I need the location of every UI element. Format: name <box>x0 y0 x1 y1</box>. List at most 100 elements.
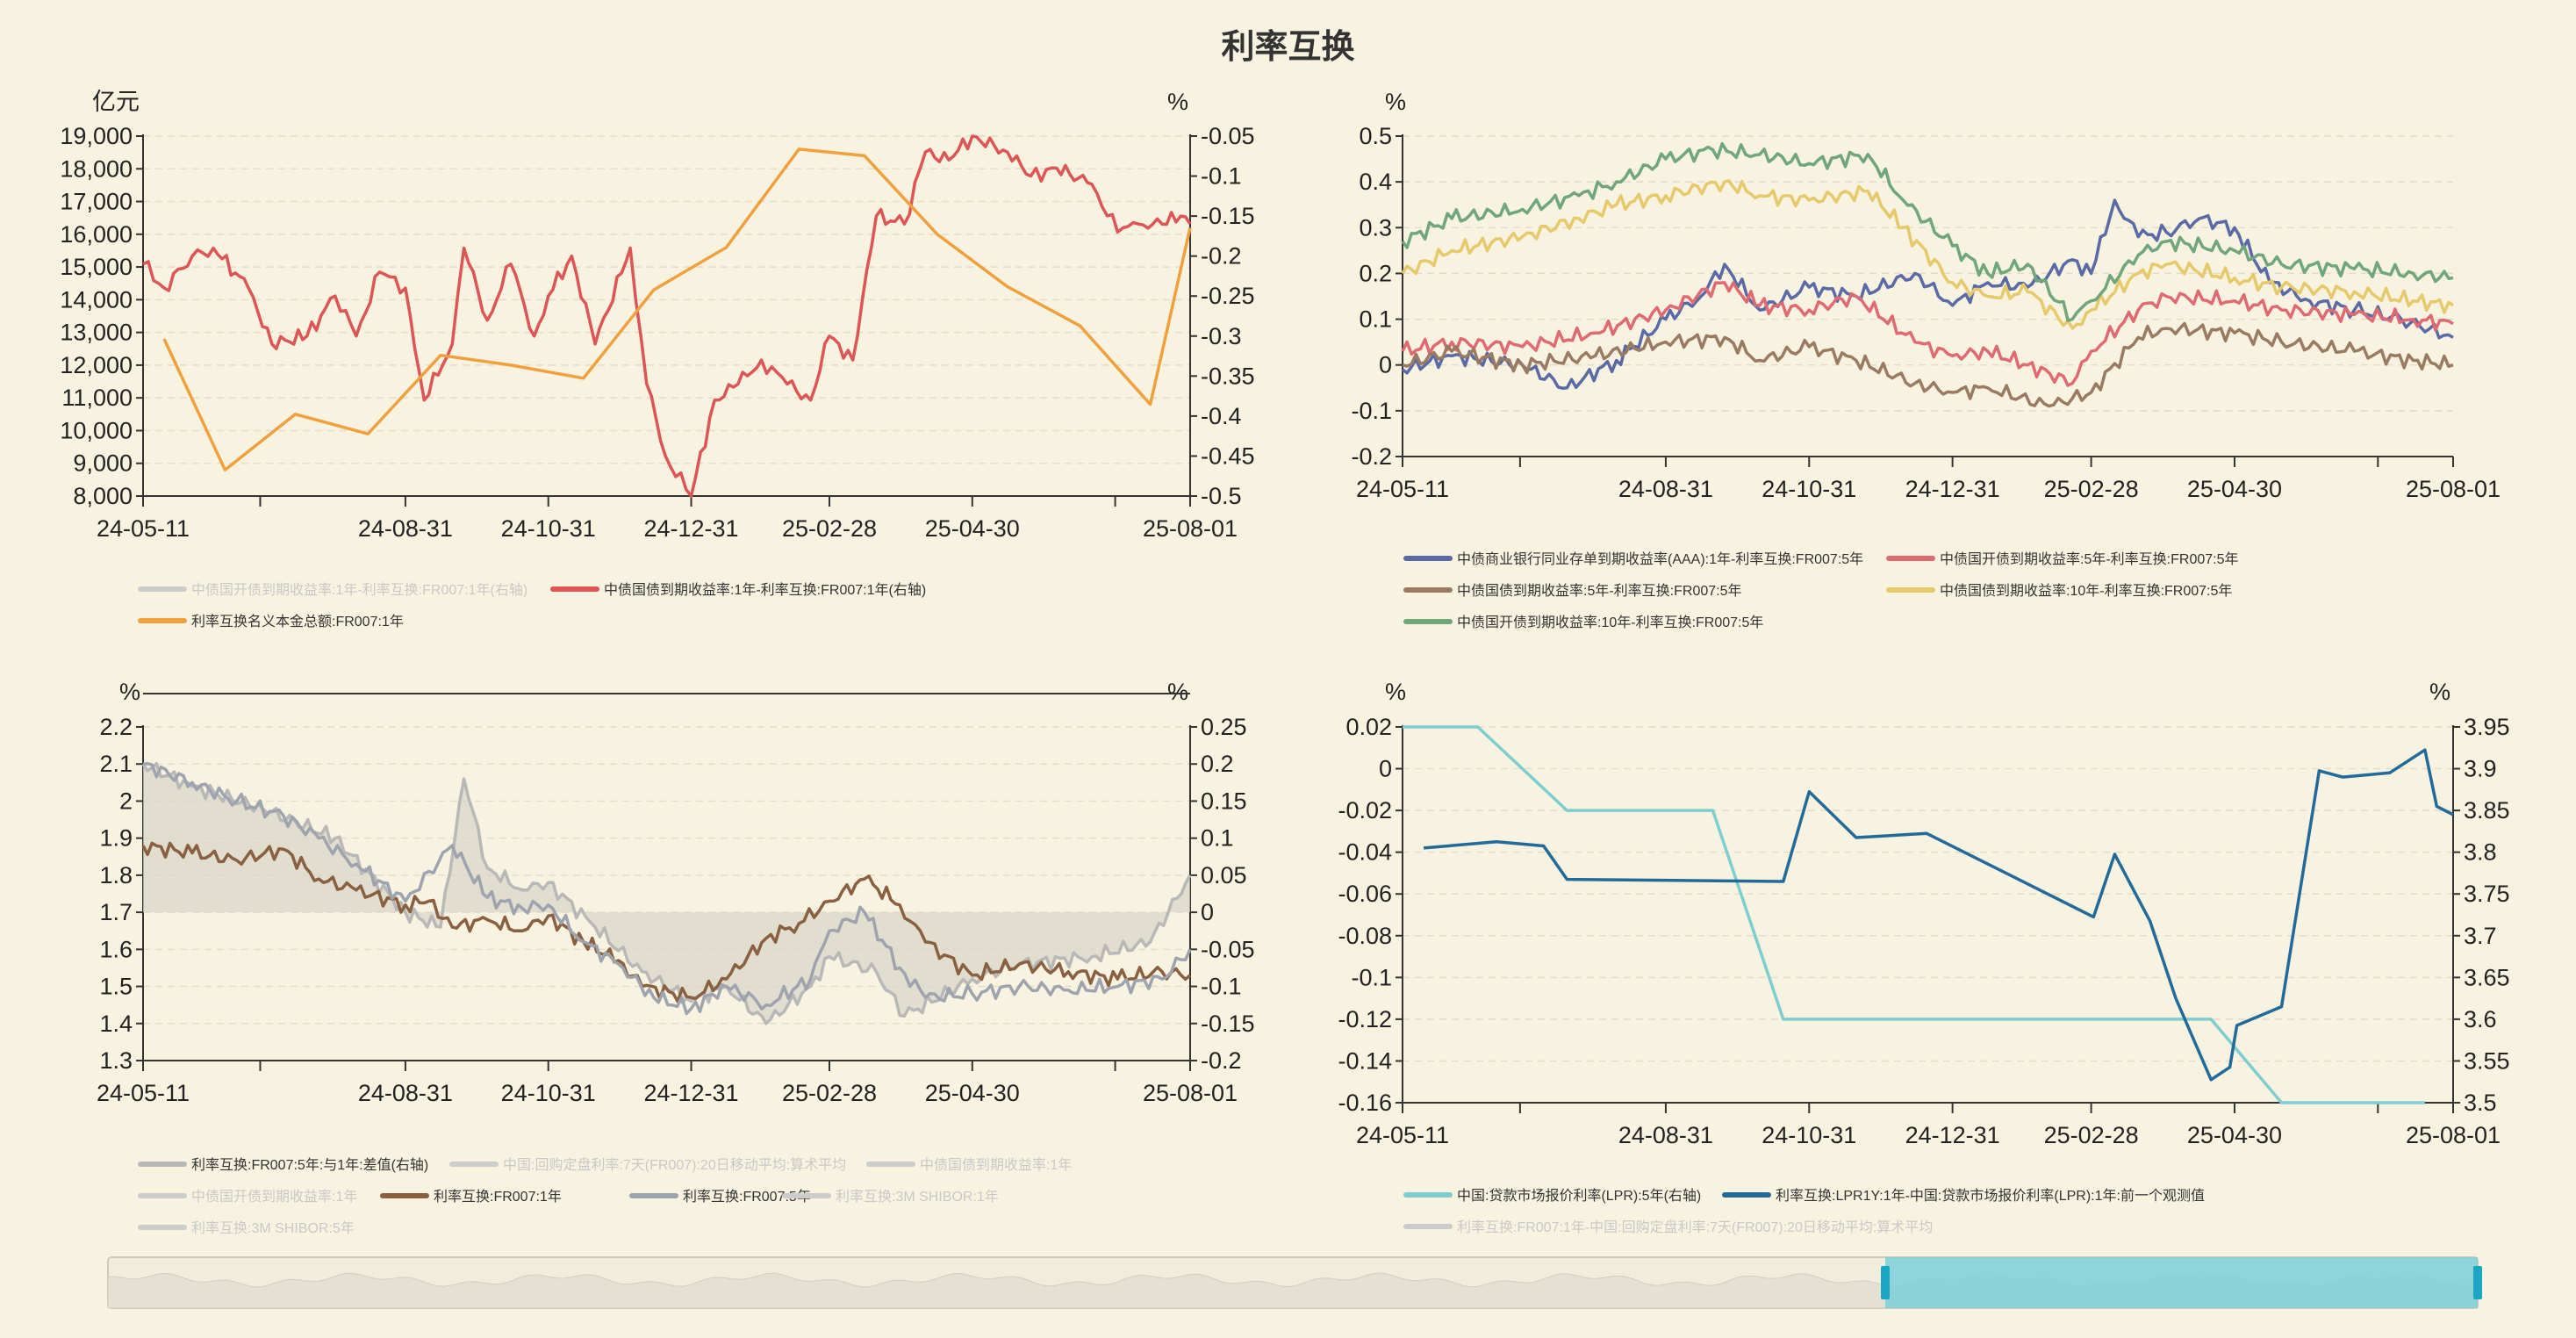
legend-item[interactable]: 利率互换名义本金总额:FR007:1年 <box>191 614 404 629</box>
chart-c4: 0.02 0 -0.02 -0.04 -0.06 -0.08 -0.1 -0.12 -0.14 -… <box>1338 679 2509 1235</box>
x-tick-label: 25-02-28 <box>2044 476 2139 502</box>
x-tick-label: 24-05-11 <box>1356 1122 1449 1148</box>
y-tick-label-left: 19,000 <box>60 123 133 149</box>
y-tick-label-left: -0.2 <box>1351 443 1392 470</box>
y-tick-label-right: 3.75 <box>2464 881 2510 907</box>
y-tick-label-right: -0.1 <box>1201 163 1242 190</box>
y-tick-label-right: -0.15 <box>1201 203 1255 229</box>
x-tick-label: 24-05-11 <box>97 515 190 542</box>
y-unit-left: % <box>1385 89 1406 115</box>
x-tick-label: 24-10-31 <box>501 1080 596 1106</box>
x-tick-label: 24-10-31 <box>1762 1122 1856 1148</box>
y-tick-label-right: -0.45 <box>1201 442 1255 469</box>
x-tick-label: 24-08-31 <box>358 515 453 542</box>
y-tick-label-right: 3.6 <box>2464 1006 2497 1032</box>
y-tick-label-right: -0.25 <box>1201 283 1255 309</box>
legend-item[interactable]: 中国:回购定盘利率:7天(FR007):20日移动平均:算术平均 <box>503 1156 846 1173</box>
legend-item[interactable]: 中债国债到期收益率:10年-利率互换:FR007:5年 <box>1940 583 2232 599</box>
series-line <box>142 762 1192 1016</box>
chart-c1: 19,000 18,000 17,000 16,000 15,000 14,000 13,0… <box>60 89 1254 629</box>
x-tick-label: 24-10-31 <box>1762 476 1856 502</box>
x-tick-label: 25-04-30 <box>925 515 1020 542</box>
y-tick-label-right: -0.05 <box>1201 123 1255 149</box>
legend-item[interactable]: 中债国开债到期收益率:10年-利率互换:FR007:5年 <box>1457 615 1763 630</box>
series-line <box>141 841 1192 1004</box>
y-tick-label-left: 13,000 <box>60 320 133 346</box>
y-unit-left: 亿元 <box>92 89 140 115</box>
series-line <box>1401 141 2454 322</box>
series-line <box>162 147 1192 471</box>
y-tick-label-right: 3.5 <box>2464 1090 2497 1116</box>
page-title: 利率互换 <box>1221 29 1355 66</box>
y-tick-label-left: 11,000 <box>61 385 133 411</box>
y-tick-label-right: 3.95 <box>2464 714 2510 740</box>
zoom-handle-right[interactable] <box>2473 1266 2482 1299</box>
y-tick-label-right: 3.7 <box>2464 923 2497 949</box>
y-tick-label-left: 1.6 <box>99 936 133 962</box>
y-tick-label-left: 1.9 <box>99 825 133 852</box>
y-tick-label-left: -0.02 <box>1338 797 1392 824</box>
series-line <box>142 134 1192 498</box>
y-tick-label-left: 1.8 <box>99 862 133 888</box>
y-tick-label-left: 1.7 <box>99 899 133 925</box>
series-line <box>1401 281 2454 387</box>
y-tick-label-left: 1.5 <box>99 974 133 1000</box>
y-unit-right: % <box>1167 679 1188 705</box>
y-tick-label-right: -0.4 <box>1201 403 1242 429</box>
legend-item[interactable]: 利率互换:3M SHIBOR:5年 <box>191 1220 355 1236</box>
legend-item[interactable]: 中国:贷款市场报价利率(LPR):5年(右轴) <box>1457 1188 1701 1204</box>
y-unit-right: % <box>1167 89 1188 115</box>
legend-item[interactable]: 中债国开债到期收益率:1年-利率互换:FR007:1年(右轴) <box>191 582 527 598</box>
y-tick-label-right: -0.5 <box>1201 483 1242 509</box>
legend-item[interactable]: 利率互换:LPR1Y:1年-中国:贷款市场报价利率(LPR):1年:前一个观测值 <box>1776 1188 2205 1204</box>
y-tick-label-right: -0.2 <box>1201 243 1242 270</box>
legend-item[interactable]: 利率互换:FR007:1年 <box>434 1189 562 1205</box>
x-tick-label: 25-08-01 <box>1143 515 1238 542</box>
x-tick-label: 24-10-31 <box>501 515 596 542</box>
y-tick-label-left: 14,000 <box>60 286 133 313</box>
y-tick-label-left: -0.06 <box>1338 881 1392 907</box>
y-tick-label-right: 3.9 <box>2464 756 2497 782</box>
y-tick-label-left: 17,000 <box>60 189 133 215</box>
x-tick-label: 25-04-30 <box>2187 476 2282 502</box>
x-tick-label: 25-02-28 <box>782 1080 877 1106</box>
y-tick-label-left: 0.2 <box>1359 260 1392 286</box>
y-tick-label-right: 0.2 <box>1201 751 1234 777</box>
y-unit-left: % <box>1385 679 1406 705</box>
x-tick-label: 24-12-31 <box>643 515 738 542</box>
legend-item[interactable]: 中债国债到期收益率:5年-利率互换:FR007:5年 <box>1457 583 1742 599</box>
y-tick-label-right: 0.1 <box>1201 825 1234 852</box>
y-tick-label-right: 3.8 <box>2464 839 2497 866</box>
y-tick-label-left: 18,000 <box>60 155 133 182</box>
legend-item[interactable]: 利率互换:FR007:1年-中国:回购定盘利率:7天(FR007):20日移动平… <box>1457 1219 1933 1235</box>
legend-item[interactable]: 利率互换:FR007:5年 <box>683 1189 811 1205</box>
y-tick-label-left: 1.4 <box>99 1011 133 1037</box>
zoom-selection[interactable] <box>1885 1257 2478 1308</box>
y-tick-label-right: -0.2 <box>1201 1047 1242 1074</box>
chart-c3: 2.2 2.1 2 1.9 1.8 1.7 1.6 1.5 1.4 1.3% 0.25 0.2 0.15… <box>97 679 1255 1236</box>
chart-c2: 0.5 0.4 0.3 0.2 0.1 0 -0.1 -0.2% 24-05-11 24-08-3… <box>1351 89 2501 630</box>
y-tick-label-left: 0.3 <box>1359 214 1392 241</box>
legend-item[interactable]: 中债国开债到期收益率:1年 <box>191 1189 357 1205</box>
x-tick-label: 25-04-30 <box>925 1080 1020 1106</box>
legend-item[interactable]: 中债国债到期收益率:1年-利率互换:FR007:1年(右轴) <box>604 582 926 598</box>
legend-item[interactable]: 中债国债到期收益率:1年 <box>920 1157 1072 1173</box>
legend-item[interactable]: 利率互换:3M SHIBOR:1年 <box>836 1189 999 1205</box>
legend-item[interactable]: 中债商业银行同业存单到期收益率(AAA):1年-利率互换:FR007:5年 <box>1457 551 1863 567</box>
y-tick-label-left: -0.1 <box>1351 964 1392 990</box>
x-tick-label: 24-08-31 <box>1618 1122 1713 1148</box>
y-tick-label-left: 9,000 <box>73 450 133 477</box>
series-line <box>1401 198 2454 390</box>
y-tick-label-right: 0.05 <box>1201 862 1247 888</box>
zoom-handle-left[interactable] <box>1881 1266 1890 1299</box>
y-tick-label-left: 0.4 <box>1359 169 1392 195</box>
x-tick-label: 25-08-01 <box>2406 476 2501 502</box>
legend-item[interactable]: 中债国开债到期收益率:5年-利率互换:FR007:5年 <box>1940 551 2239 567</box>
x-tick-label: 24-08-31 <box>358 1080 453 1106</box>
y-tick-label-left: 0 <box>1379 352 1392 378</box>
series-line <box>1402 321 2454 408</box>
y-tick-label-left: -0.08 <box>1338 923 1392 949</box>
legend-item[interactable]: 利率互换:FR007:5年:与1年:差值(右轴) <box>191 1157 428 1173</box>
y-tick-label-right: 3.65 <box>2464 964 2510 990</box>
